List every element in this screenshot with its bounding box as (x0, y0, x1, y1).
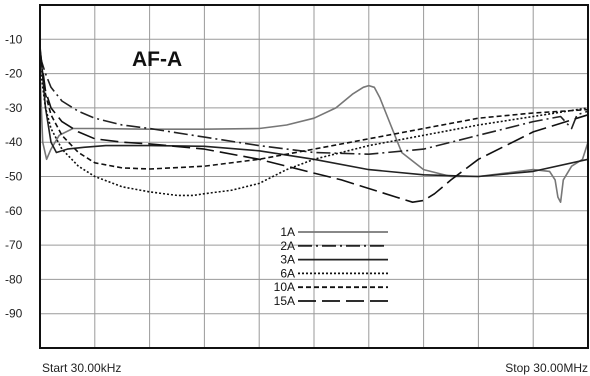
series-line-1A (39, 73, 589, 203)
series-line-6A (39, 66, 589, 197)
legend-label: 1A (280, 225, 295, 239)
y-tick-labels: -10 -20 -30 -40 -50 -60 -70 -80 -90 (5, 32, 23, 320)
legend-label: 6A (280, 266, 295, 280)
start-frequency-label: Start 30.00kHz (42, 361, 121, 375)
grid (40, 5, 588, 348)
series-line-15A (39, 49, 589, 203)
series-line-2A (39, 56, 589, 155)
y-tick-label: -70 (5, 238, 23, 252)
plot-frame (39, 4, 589, 349)
legend-label: 15A (274, 294, 295, 308)
y-tick-label: -40 (5, 135, 23, 149)
y-tick-label: -90 (5, 307, 23, 321)
y-tick-label: -10 (5, 32, 23, 46)
legend-label: 3A (280, 253, 295, 267)
series-line-10A (39, 52, 589, 170)
stop-frequency-label: Stop 30.00MHz (505, 361, 588, 375)
legend-label: 10A (274, 280, 295, 294)
y-tick-label: -80 (5, 272, 23, 286)
legend-label: 2A (280, 239, 295, 253)
y-tick-label: -30 (5, 101, 23, 115)
y-tick-label: -60 (5, 204, 23, 218)
chart-title: AF-A (132, 48, 182, 71)
y-tick-label: -20 (5, 67, 23, 81)
plot-lines (39, 46, 589, 203)
y-tick-label: -50 (5, 170, 23, 184)
